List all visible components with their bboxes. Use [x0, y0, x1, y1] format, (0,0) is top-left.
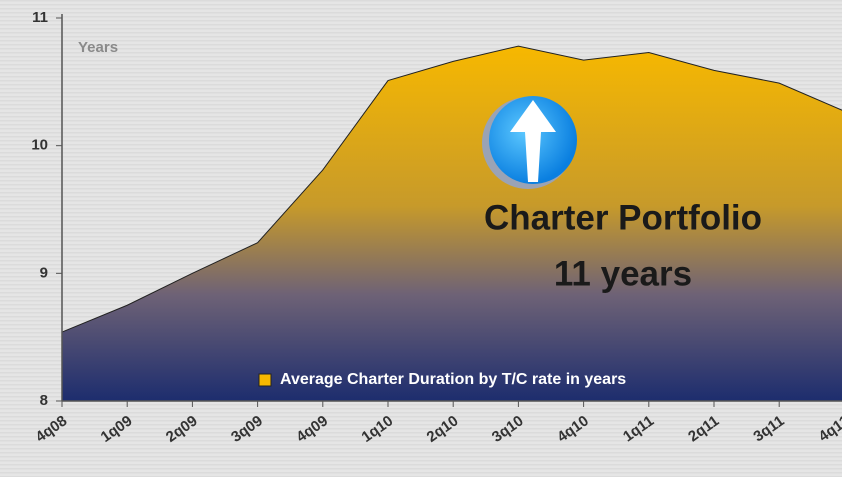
- legend-swatch: [259, 374, 271, 386]
- y-tick-label: 10: [31, 137, 48, 154]
- y-tick-label: 8: [40, 392, 48, 409]
- y-tick-label: 9: [40, 264, 48, 281]
- legend-label: Average Charter Duration by T/C rate in …: [280, 371, 626, 388]
- annotation: Charter Portfolio: [484, 198, 762, 237]
- y-tick-label: 11: [32, 9, 48, 26]
- axis-label: Years: [78, 39, 118, 56]
- chart: 8910114q081q092q093q094q091q102q103q104q…: [0, 0, 842, 477]
- annotation: 11 years: [554, 254, 692, 293]
